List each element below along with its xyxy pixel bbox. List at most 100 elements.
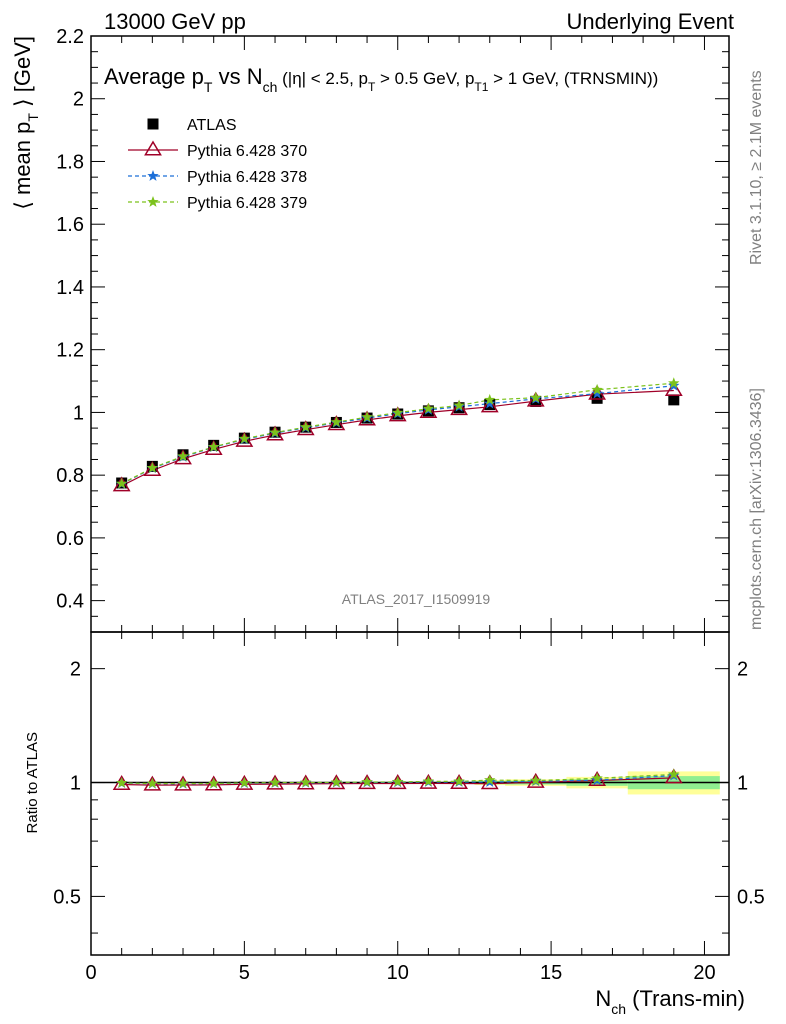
x-axis-label: Nch (Trans-min): [595, 986, 745, 1017]
ratio-panel-frame: [90, 631, 730, 956]
ratio-point: [238, 776, 251, 788]
legend-label: Pythia 6.428 379: [187, 195, 307, 212]
main-y-tick-label: 1.4: [56, 277, 84, 299]
ratio-point: [115, 776, 128, 788]
x-tick-label: 10: [387, 962, 409, 984]
data-point: [207, 440, 220, 452]
ratio-y-tick-label-left: 2: [70, 659, 81, 681]
ratio-y-axis-label: Ratio to ATLAS: [24, 732, 41, 833]
x-tick-label: 15: [540, 962, 562, 984]
data-point: [392, 406, 404, 418]
ratio-point: [450, 774, 468, 790]
data-point: [300, 421, 312, 433]
main-axis-ticks: 0.4 0.6 0.8 1 1.2 1.4 1.6 1.8 2 2.2: [56, 26, 729, 633]
data-point: [177, 450, 189, 462]
data-point: [591, 387, 603, 399]
chart-title: Average pT vs Nch (|η| < 2.5, pT > 0.5 G…: [104, 64, 658, 95]
ratio-line-1: [121, 777, 674, 786]
ratio-point: [664, 768, 683, 784]
ratio-series-layer: [112, 768, 683, 791]
data-point: [235, 431, 254, 447]
legend-marker: [144, 140, 162, 156]
x-tick-label: 20: [693, 962, 715, 984]
data-point: [269, 426, 281, 438]
data-point: [143, 460, 162, 477]
ratio-y-tick-label-left: 1: [70, 773, 81, 795]
ratio-point: [480, 774, 499, 790]
legend-marker: [147, 118, 159, 130]
data-point: [419, 402, 438, 418]
ratio-y-tick-label-right: 0.5: [737, 886, 765, 908]
ratio-point: [269, 776, 281, 788]
data-point: [112, 476, 131, 492]
data-point: [358, 410, 376, 426]
data-point: [668, 377, 680, 389]
data-point: [361, 411, 373, 422]
ratio-y-tick-label-left: 0.5: [53, 886, 81, 908]
data-point: [266, 425, 284, 441]
ratio-point: [392, 775, 404, 787]
ratio-point: [146, 777, 159, 789]
ratio-point: [207, 777, 220, 789]
ratio-point: [419, 773, 438, 789]
ratio-y-tick-label-right: 1: [737, 773, 748, 795]
ratio-point: [422, 775, 435, 787]
ratio-point: [177, 777, 189, 789]
legend-label: ATLAS: [187, 117, 237, 134]
data-point: [668, 394, 680, 406]
data-point: [330, 416, 343, 427]
main-y-tick-label: 2.2: [56, 26, 84, 48]
data-point: [204, 439, 223, 455]
series-line-3: [121, 382, 674, 485]
main-y-tick-label: 2: [73, 89, 84, 111]
data-point: [238, 432, 251, 444]
ratio-point: [143, 775, 162, 791]
data-point: [174, 449, 192, 465]
ratio-point: [453, 775, 465, 787]
data-point: [480, 397, 499, 413]
legend-marker: [147, 170, 159, 181]
legend-label: Pythia 6.428 370: [187, 143, 307, 160]
x-tick-label: 5: [239, 962, 250, 984]
main-y-tick-label: 0.8: [56, 465, 84, 487]
data-point: [591, 383, 603, 395]
data-point: [450, 400, 468, 416]
data-point: [296, 420, 315, 436]
mcplots-label: mcplots.cern.ch [arXiv:1306.3436]: [748, 388, 765, 630]
ratio-point: [530, 774, 542, 786]
x-tick-label: 0: [85, 962, 96, 984]
ratio-axis-ticks: 0.5 0.5 1 1 2 2: [53, 659, 765, 934]
data-point: [422, 402, 435, 414]
main-y-tick-label: 1.6: [56, 214, 84, 236]
ratio-point: [330, 776, 343, 788]
ratio-y-tick-label-right: 2: [737, 659, 748, 681]
main-y-tick-label: 0.4: [56, 591, 84, 613]
data-point: [146, 461, 159, 473]
x-axis-ticks: 0 5 10 15 20: [85, 36, 716, 984]
data-point: [484, 397, 496, 409]
legend-marker: [147, 196, 159, 207]
data-point: [530, 391, 542, 403]
series-line-1: [121, 389, 674, 487]
main-y-tick-label: 1: [73, 402, 84, 424]
ratio-point: [204, 775, 223, 791]
ratio-point: [361, 776, 373, 787]
ratio-point: [591, 772, 603, 784]
main-series-layer: [112, 377, 683, 492]
analysis-id: ATLAS_2017_I1509919: [342, 591, 491, 607]
data-point: [327, 415, 346, 431]
ratio-point: [112, 774, 131, 790]
main-y-tick-label: 0.6: [56, 528, 84, 550]
main-y-tick-label: 1.2: [56, 340, 84, 362]
ratio-point: [484, 774, 496, 785]
data-point: [115, 477, 128, 489]
ratio-point: [300, 776, 312, 788]
main-y-tick-label: 1.8: [56, 151, 84, 173]
ratio-point: [668, 768, 680, 780]
header-right: Underlying Event: [566, 9, 734, 34]
series-line-2: [121, 385, 674, 485]
main-y-axis-label: ⟨ mean pT ⟩ [GeV]: [10, 36, 41, 210]
header-left: 13000 GeV pp: [104, 9, 246, 34]
rivet-version-label: Rivet 3.1.10, ≥ 2.1M events: [748, 70, 765, 265]
